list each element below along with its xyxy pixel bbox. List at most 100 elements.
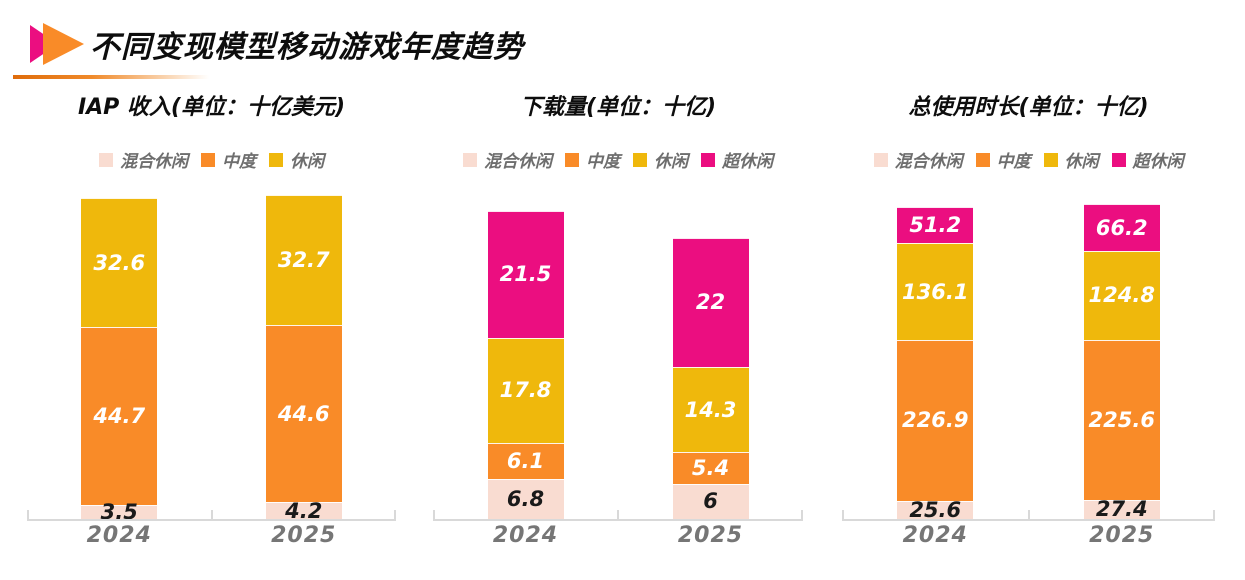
x-axis-labels: 2024 2025 — [27, 523, 396, 548]
legend-swatch-icon — [975, 152, 990, 167]
x-axis-tick — [1213, 510, 1215, 519]
bar-segment: 21.5 — [487, 211, 564, 338]
stacked-bar-2025: 27.4 225.6 124.8 66.2 — [1083, 204, 1160, 522]
segment-value-label: 6.8 — [506, 486, 545, 511]
legend-item: 超休闲 — [1111, 147, 1184, 172]
chart-legend: 混合休闲 中度 休闲 超休闲 — [433, 147, 803, 172]
x-axis-label: 2025 — [677, 523, 744, 548]
legend-swatch-icon — [1111, 152, 1126, 167]
segment-value-label: 21.5 — [499, 262, 552, 287]
x-axis-labels: 2024 2025 — [842, 523, 1215, 548]
x-axis-label: 2025 — [1089, 523, 1155, 548]
x-axis-line — [27, 519, 396, 521]
stacked-bar-2024: 25.6 226.9 136.1 51.2 — [897, 206, 974, 520]
x-axis-tick — [210, 510, 213, 519]
bar-segment: 6 — [672, 483, 749, 519]
bar-segment: 27.4 — [1083, 497, 1160, 522]
segment-value-label: 14.3 — [684, 397, 737, 422]
x-axis-label: 2024 — [86, 523, 152, 548]
x-axis-tick — [27, 510, 29, 519]
bar-segment: 6.8 — [487, 478, 564, 519]
legend-item: 休闲 — [269, 147, 324, 172]
front-arrow-icon — [43, 23, 84, 65]
bar-segment: 4.2 — [265, 498, 342, 523]
chart-legend: 混合休闲 中度 休闲 — [27, 147, 396, 172]
page-title: 不同变现模型移动游戏年度趋势 — [90, 30, 524, 65]
x-axis-label: 2024 — [902, 523, 968, 548]
legend-label: 休闲 — [654, 152, 688, 172]
stacked-bar-2024: 6.8 6.1 17.8 21.5 — [487, 211, 564, 519]
legend-label: 中度 — [222, 152, 256, 172]
legend-label: 混合休闲 — [894, 152, 963, 172]
bar-slot-2025: 27.4 225.6 124.8 66.2 — [1029, 189, 1216, 522]
bar-segment: 14.3 — [672, 367, 749, 452]
bar-segment: 25.6 — [897, 499, 974, 520]
legend-item: 混合休闲 — [99, 147, 188, 172]
bar-segment: 22 — [672, 237, 749, 368]
legend-label: 中度 — [586, 152, 620, 172]
chart-title: 下载量(单位：十亿) — [519, 95, 717, 120]
page-header: 不同变现模型移动游戏年度趋势 — [30, 18, 524, 70]
legend-item: 中度 — [201, 147, 256, 172]
bar-segment: 225.6 — [1083, 339, 1160, 500]
stacked-bar-2025: 6 5.4 14.3 22 — [672, 237, 749, 519]
x-axis-line — [842, 519, 1215, 521]
legend-swatch-icon — [565, 152, 579, 167]
bar-slot-2024: 6.8 6.1 17.8 21.5 — [433, 189, 618, 519]
legend-item: 休闲 — [633, 147, 688, 172]
legend-swatch-icon — [1043, 152, 1058, 167]
segment-value-label: 51.2 — [909, 213, 962, 238]
x-axis-line — [433, 519, 803, 521]
legend-swatch-icon — [701, 152, 715, 167]
chart-legend: 混合休闲 中度 休闲 超休闲 — [842, 147, 1215, 172]
bar-segment: 32.6 — [81, 197, 158, 328]
legend-item: 休闲 — [1043, 147, 1099, 172]
legend-label: 休闲 — [1064, 152, 1099, 172]
x-axis-tick — [1027, 510, 1030, 519]
bar-segment: 66.2 — [1083, 204, 1160, 252]
legend-swatch-icon — [201, 152, 215, 167]
bar-slot-2025: 6 5.4 14.3 22 — [618, 189, 803, 519]
segment-value-label: 32.7 — [277, 248, 330, 273]
segment-value-label: 6.1 — [506, 448, 545, 473]
x-axis-tick — [801, 510, 803, 519]
double-play-arrows-icon — [30, 23, 84, 65]
bar-segment: 5.4 — [672, 451, 749, 484]
segment-value-label: 44.6 — [277, 401, 330, 426]
legend-item: 中度 — [565, 147, 620, 172]
segment-value-label: 27.4 — [1095, 497, 1148, 522]
plot-area: 3.5 44.7 32.6 4.2 44.6 32.7 — [27, 189, 397, 523]
bar-segment: 3.5 — [81, 502, 158, 523]
chart-downloads: 下载量(单位：十亿) 混合休闲 中度 休闲 超休闲 6.8 6.1 17.8 21.5 6 5.4 1… — [433, 85, 803, 555]
segment-value-label: 5.4 — [691, 455, 730, 480]
x-axis-tick — [433, 510, 435, 519]
segment-value-label: 124.8 — [1088, 283, 1155, 308]
bar-segment: 17.8 — [487, 337, 564, 443]
bar-segment: 6.1 — [487, 442, 564, 479]
legend-label: 中度 — [996, 152, 1031, 172]
chart-iap-revenue: IAP 收入(单位：十亿美元) 混合休闲 中度 休闲 3.5 44.7 32.6 4.2 44.… — [27, 85, 396, 555]
segment-value-label: 136.1 — [902, 279, 969, 304]
legend-item: 混合休闲 — [463, 147, 552, 172]
bar-segment: 51.2 — [897, 206, 974, 244]
segment-value-label: 4.2 — [285, 498, 323, 523]
x-axis-label: 2024 — [492, 523, 559, 548]
legend-swatch-icon — [463, 152, 477, 167]
legend-label: 休闲 — [290, 152, 324, 172]
legend-item: 超休闲 — [701, 147, 773, 172]
chart-title: IAP 收入(单位：十亿美元) — [77, 95, 346, 120]
x-axis-tick — [394, 510, 396, 519]
bar-slot-2025: 4.2 44.6 32.7 — [212, 189, 397, 523]
x-axis-labels: 2024 2025 — [433, 523, 803, 548]
stacked-bar-2024: 3.5 44.7 32.6 — [81, 197, 158, 523]
bar-slot-2024: 3.5 44.7 32.6 — [27, 189, 212, 523]
legend-label: 超休闲 — [722, 152, 773, 172]
legend-swatch-icon — [269, 152, 283, 167]
x-axis-tick — [842, 510, 844, 519]
legend-swatch-icon — [873, 152, 888, 167]
legend-label: 混合休闲 — [484, 152, 552, 172]
x-axis-label: 2025 — [271, 523, 337, 548]
bar-segment: 226.9 — [897, 339, 974, 501]
segment-value-label: 22 — [695, 290, 726, 315]
segment-value-label: 226.9 — [902, 408, 969, 433]
